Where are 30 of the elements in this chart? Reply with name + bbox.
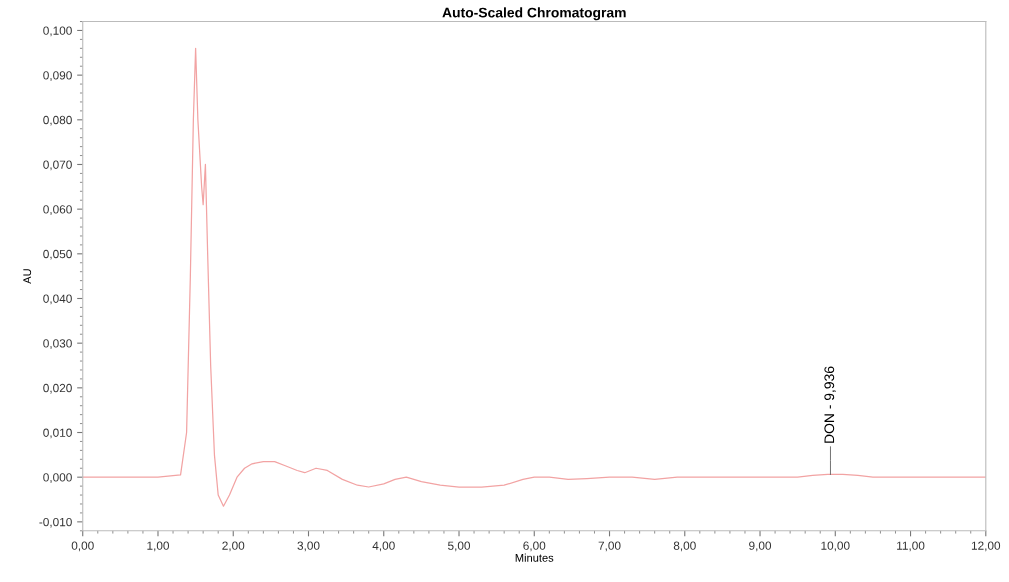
annotation: DON - 9,936 [824,366,836,443]
x-tick-label: 8,00 [673,541,696,552]
y-tick-label: 0,020 [43,383,72,394]
x-tick-label: 4,00 [372,541,395,552]
y-tick-label: 0,080 [43,115,72,126]
x-tick-label: 11,00 [897,541,925,552]
x-tick-label: 10,00 [821,541,850,552]
x-tick-label: 2,00 [222,541,245,552]
x-tick-label: 1,00 [147,541,170,552]
x-tick-label: 5,00 [448,541,471,552]
chart-title: Auto-Scaled Chromatogram [442,7,626,21]
y-tick-label: -0,010 [39,517,72,528]
y-tick-label: 0,010 [43,428,72,439]
y-tick-label: 0,090 [43,71,72,81]
y-tick-label: 0,070 [43,160,72,171]
y-tick-label: 0,030 [43,339,72,349]
y-tick-label: 0,050 [43,249,72,260]
y-tick-label: 0,060 [43,205,72,215]
x-tick-label: 6,00 [523,541,546,552]
x-axis-title: Minutes [515,553,554,562]
x-tick-label: 7,00 [598,541,621,552]
y-tick-label: 0,040 [43,294,72,305]
x-tick-label: 0,00 [71,541,94,552]
x-tick-label: 3,00 [297,541,320,552]
x-tick-label: 9,00 [749,541,772,552]
y-tick-label: 0,100 [43,26,72,37]
y-tick-label: 0,000 [43,473,72,483]
line-series [82,47,986,507]
y-axis-title: AU [23,269,32,284]
x-tick-label: 12,00 [971,541,1001,552]
